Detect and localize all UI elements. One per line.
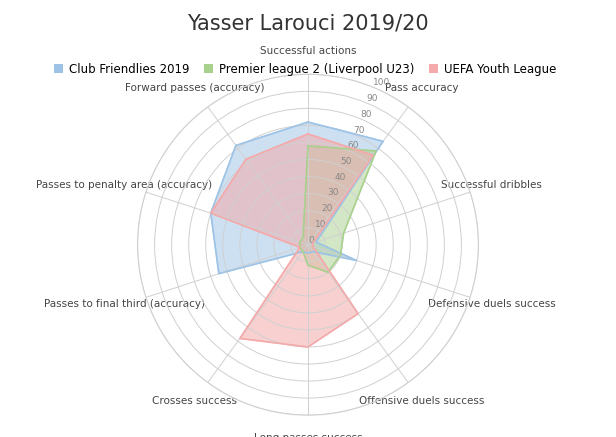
- Polygon shape: [300, 146, 376, 272]
- Polygon shape: [211, 122, 383, 274]
- Polygon shape: [211, 134, 373, 347]
- Legend: Club Friendlies 2019, Premier league 2 (Liverpool U23), UEFA Youth League: Club Friendlies 2019, Premier league 2 (…: [49, 59, 561, 81]
- Text: Yasser Larouci 2019/20: Yasser Larouci 2019/20: [187, 13, 429, 33]
